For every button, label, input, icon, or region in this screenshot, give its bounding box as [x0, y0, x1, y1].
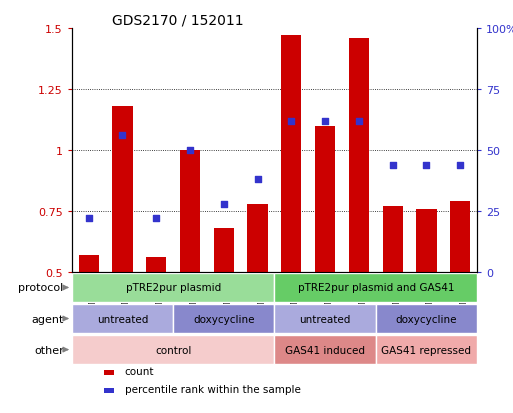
- Bar: [214, 228, 234, 272]
- Text: pTRE2pur plasmid and GAS41: pTRE2pur plasmid and GAS41: [298, 283, 454, 293]
- Point: [152, 216, 161, 222]
- Text: count: count: [125, 366, 154, 376]
- Bar: [274, 273, 477, 303]
- Bar: [376, 304, 477, 334]
- Text: doxycycline: doxycycline: [193, 314, 254, 324]
- Text: GAS41 induced: GAS41 induced: [285, 345, 365, 355]
- Point: [355, 118, 363, 125]
- Text: GDS2170 / 152011: GDS2170 / 152011: [112, 14, 244, 28]
- Bar: [104, 388, 114, 394]
- Bar: [146, 258, 166, 272]
- Bar: [72, 335, 274, 365]
- Bar: [349, 39, 369, 272]
- Point: [85, 216, 93, 222]
- Point: [119, 133, 127, 139]
- Point: [220, 201, 228, 207]
- Text: control: control: [155, 345, 191, 355]
- Point: [186, 147, 194, 154]
- Bar: [281, 36, 302, 272]
- Bar: [450, 202, 470, 272]
- Bar: [376, 335, 477, 365]
- Text: pTRE2pur plasmid: pTRE2pur plasmid: [126, 283, 221, 293]
- Bar: [112, 107, 132, 272]
- Point: [456, 162, 464, 169]
- Bar: [173, 304, 274, 334]
- Text: GAS41 repressed: GAS41 repressed: [382, 345, 471, 355]
- Point: [422, 162, 430, 169]
- Point: [388, 162, 397, 169]
- Text: protocol: protocol: [18, 283, 64, 293]
- Bar: [274, 304, 376, 334]
- Point: [321, 118, 329, 125]
- Text: other: other: [34, 345, 64, 355]
- Point: [287, 118, 295, 125]
- Text: agent: agent: [31, 314, 64, 324]
- Text: percentile rank within the sample: percentile rank within the sample: [125, 384, 301, 394]
- Bar: [417, 209, 437, 272]
- Bar: [383, 206, 403, 272]
- Point: [253, 176, 262, 183]
- Text: untreated: untreated: [300, 314, 351, 324]
- Bar: [247, 204, 268, 272]
- Bar: [104, 370, 114, 375]
- Bar: [78, 255, 99, 272]
- Bar: [72, 273, 274, 303]
- Bar: [315, 126, 336, 272]
- Text: doxycycline: doxycycline: [396, 314, 457, 324]
- Bar: [274, 335, 376, 365]
- Bar: [72, 304, 173, 334]
- Bar: [180, 151, 200, 272]
- Text: untreated: untreated: [97, 314, 148, 324]
